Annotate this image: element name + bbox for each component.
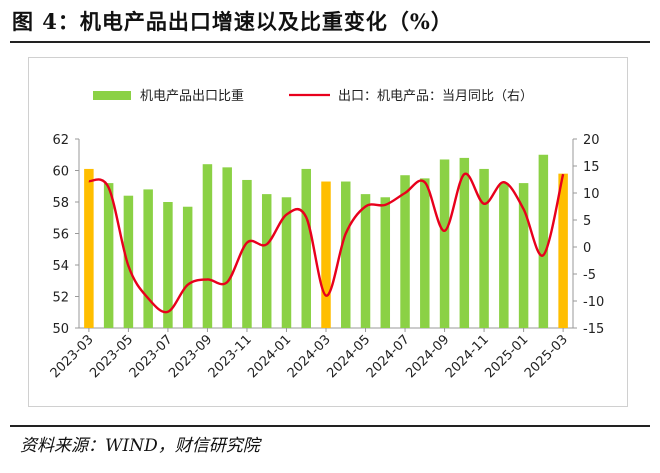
bar: [459, 157, 470, 328]
left-tick-label: 54: [52, 259, 69, 274]
legend-label-line: 出口：机电产品：当月同比（右）: [338, 89, 533, 104]
bar: [360, 194, 371, 328]
bar: [281, 197, 292, 328]
right-tick-label: -5: [583, 268, 596, 283]
bar: [163, 202, 173, 328]
bar: [242, 179, 252, 328]
bar: [499, 183, 509, 328]
right-tick-label: 15: [583, 160, 600, 175]
left-tick-label: 58: [52, 196, 69, 211]
left-tick-label: 60: [52, 165, 69, 180]
left-tick-label: 56: [52, 228, 69, 243]
bar: [301, 168, 311, 328]
bar: [182, 206, 193, 328]
source-note: 资料来源：WIND，财信研究院: [20, 436, 260, 456]
bar: [143, 189, 153, 328]
bar: [439, 159, 450, 328]
right-tick-label: 0: [583, 241, 591, 256]
source-rule: [10, 425, 650, 427]
bar: [341, 181, 351, 328]
bar: [123, 195, 134, 328]
right-tick-label: 5: [583, 214, 591, 229]
bar: [321, 181, 331, 328]
right-tick-label: 10: [583, 187, 600, 202]
right-tick-label: -10: [583, 295, 604, 310]
x-tick-label: 2025-03: [522, 332, 571, 381]
bar: [380, 197, 391, 328]
x-axis-ticks: 2023-032023-052023-072023-092023-112024-…: [48, 328, 571, 381]
line-series: [88, 172, 565, 314]
bar: [518, 183, 529, 328]
left-tick-label: 50: [52, 322, 69, 337]
left-tick-label: 52: [52, 291, 69, 306]
bar: [103, 183, 114, 328]
legend-swatch-bar: [93, 91, 131, 100]
bar: [538, 154, 549, 328]
legend: 机电产品出口比重 出口：机电产品：当月同比（右）: [93, 88, 533, 104]
right-tick-label: 20: [583, 133, 600, 148]
bar: [479, 168, 489, 328]
bar: [261, 194, 272, 328]
title-rule: [10, 41, 650, 43]
bar: [420, 178, 430, 328]
bar: [400, 175, 410, 328]
left-tick-label: 62: [52, 133, 69, 148]
bar: [84, 168, 94, 328]
right-tick-label: -15: [583, 322, 604, 337]
bar: [558, 173, 568, 328]
bar: [202, 164, 213, 328]
bar-series: [84, 154, 568, 328]
legend-label-bar: 机电产品出口比重: [140, 88, 244, 104]
figure-title: 图 4：机电产品出口增速以及比重变化（%）: [12, 9, 453, 34]
bar: [222, 167, 232, 328]
